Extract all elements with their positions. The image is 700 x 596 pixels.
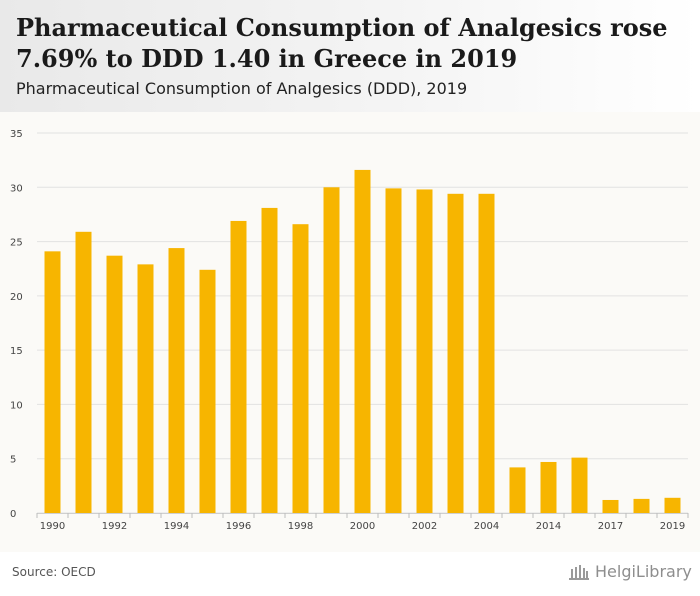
bar-2004: [478, 193, 495, 514]
bar-2017: [602, 499, 619, 513]
bar-1991: [75, 231, 92, 514]
x-tick-label: 1992: [102, 521, 127, 532]
bar-1993: [137, 264, 154, 513]
bar-2019: [664, 497, 681, 513]
bar-1990: [44, 251, 61, 514]
x-tick-label: 2002: [412, 521, 437, 532]
header-banner: Pharmaceutical Consumption of Analgesics…: [0, 0, 700, 112]
source-note: Source: OECD: [12, 565, 96, 579]
x-tick-label: 1990: [40, 521, 65, 532]
bar-1995: [199, 269, 216, 513]
bar-1997: [261, 207, 278, 513]
bar-1998: [292, 224, 309, 513]
y-tick-label: 5: [10, 455, 16, 466]
brand-logo[interactable]: HelgiLibrary: [568, 562, 692, 581]
bar-2002: [416, 189, 433, 513]
bar-1996: [230, 220, 247, 513]
y-tick-label: 0: [10, 509, 16, 520]
bar-2003: [447, 193, 464, 514]
bar-2000: [354, 169, 371, 513]
x-tick-label: 1996: [226, 521, 251, 532]
bar-1994: [168, 248, 185, 514]
bar-chart: 0 5 10 15 20 25 30 35 1990 1992 1994 1996 1998 2000 20…: [10, 129, 689, 532]
x-tick-label: 1998: [288, 521, 313, 532]
y-tick-label: 15: [10, 346, 23, 357]
x-tick-label: 2019: [660, 521, 685, 532]
brand-name: HelgiLibrary: [595, 562, 692, 581]
x-tick-label: 2014: [536, 521, 561, 532]
bar-2014: [540, 461, 557, 513]
y-tick-label: 20: [10, 292, 23, 303]
chart-title: Pharmaceutical Consumption of Analgesics…: [16, 13, 668, 73]
x-tick-label: 2017: [598, 521, 623, 532]
bar-1992: [106, 255, 123, 513]
bar-2018: [633, 498, 650, 513]
x-tick-label: 2000: [350, 521, 375, 532]
y-tick-label: 30: [10, 183, 23, 194]
chart-subtitle: Pharmaceutical Consumption of Analgesics…: [16, 79, 468, 98]
bar-2013: [509, 467, 526, 513]
y-tick-label: 25: [10, 238, 23, 249]
y-tick-label: 10: [10, 400, 23, 411]
x-tick-label: 2004: [474, 521, 499, 532]
bar-1999: [323, 187, 340, 514]
bar-2001: [385, 188, 402, 513]
x-tick-label: 1994: [164, 521, 189, 532]
bar-2015: [571, 457, 588, 513]
library-building-icon: [569, 564, 589, 580]
y-tick-label: 35: [10, 129, 23, 140]
